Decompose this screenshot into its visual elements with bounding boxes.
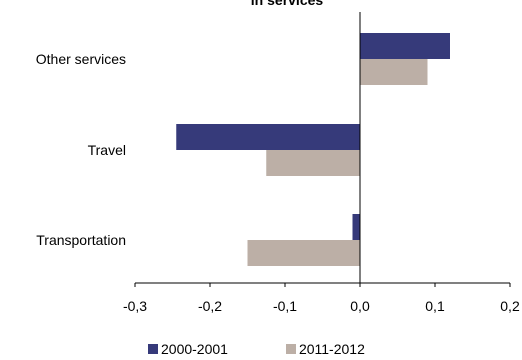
legend-swatch-series-2 xyxy=(285,344,296,354)
x-tick-label: -0,1 xyxy=(273,298,297,314)
legend-item-series-2: 2011-2012 xyxy=(285,341,365,357)
x-tick-label: 0,1 xyxy=(425,298,445,314)
legend-swatch-series-1 xyxy=(148,344,158,354)
chart-title: in services xyxy=(251,0,324,8)
bar-1-3 xyxy=(352,214,360,240)
bar-1-1 xyxy=(360,33,450,59)
bar-chart: in services Other services Travel Transpor… xyxy=(36,0,520,314)
x-tick-label: -0,3 xyxy=(123,298,147,314)
legend-label-series-1: 2000-2001 xyxy=(161,341,228,357)
x-tick-label: 0,2 xyxy=(500,298,520,314)
legend-label-series-2: 2011-2012 xyxy=(298,341,365,357)
x-tick-label: -0,2 xyxy=(198,298,222,314)
category-label: Other services xyxy=(36,51,126,67)
bar-1-2 xyxy=(176,124,360,150)
category-label: Travel xyxy=(88,142,126,158)
x-tick-label: 0,0 xyxy=(350,298,370,314)
category-labels: Other services Travel Transportation xyxy=(36,51,126,248)
bar-2-1 xyxy=(360,59,428,85)
category-label: Transportation xyxy=(36,232,126,248)
bar-2-2 xyxy=(266,150,360,176)
legend: 2000-2001 2011-2012 xyxy=(148,341,365,357)
bars-group xyxy=(176,33,450,266)
legend-item-series-1: 2000-2001 xyxy=(148,341,228,357)
bar-2-3 xyxy=(247,240,360,266)
x-ticks: -0,3 -0,2 -0,1 0,0 0,1 0,2 xyxy=(123,283,520,314)
